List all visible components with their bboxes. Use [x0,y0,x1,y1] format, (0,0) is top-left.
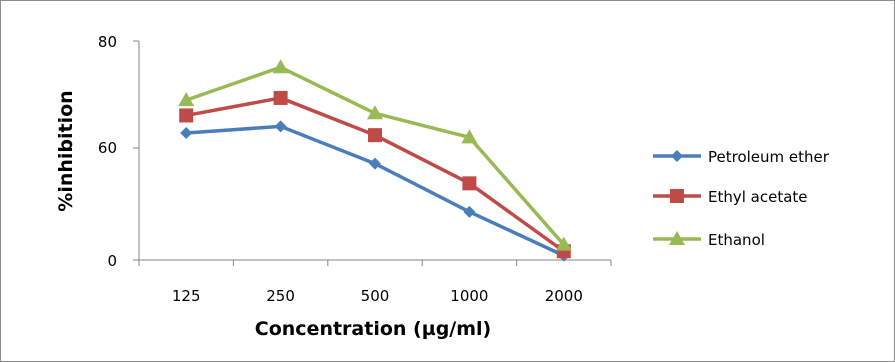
series-line [186,124,565,258]
legend-label: Ethyl acetate [708,188,808,206]
data-point [179,108,194,123]
x-ticks: 125 250 500 1000 2000 [138,260,612,305]
data-point [462,176,477,191]
legend-item: Ethyl acetate [653,188,808,206]
legend-item: Petroleum ether [653,148,830,166]
axes [133,40,611,261]
data-point [555,236,572,251]
legend: Petroleum ether Ethyl acetate Ethanol [653,148,830,249]
y-tick-label: 60 [98,139,117,157]
x-tick-label: 1000 [450,287,488,305]
legend-label: Petroleum ether [708,148,830,166]
data-point [274,120,287,133]
data-point [368,128,382,143]
x-tick-label: 250 [266,287,295,305]
legend-marker [671,150,683,162]
y-tick-label: 80 [98,33,117,51]
y-tick-label: 0 [107,252,117,270]
y-axis-title: %inhibition [55,90,77,211]
series [178,59,572,251]
data-point [463,205,476,218]
legend-marker [669,231,685,245]
legend-marker [670,189,684,203]
x-axis-title: Concentration (µg/ml) [255,318,491,340]
x-tick-label: 500 [361,287,390,305]
data-point [272,59,289,74]
data-point [369,157,381,170]
data-point [180,126,193,139]
data-point [461,129,478,144]
series [179,90,571,259]
data-point [178,92,195,107]
legend-item: Ethanol [653,231,765,249]
series [180,120,570,262]
series-line [185,65,566,246]
y-ticks: 0 60 80 [98,33,117,270]
data-point [273,90,288,105]
legend-label: Ethanol [708,231,765,249]
data-point [367,105,383,120]
x-tick-label: 2000 [545,287,583,305]
x-tick-label: 125 [172,287,201,305]
series-group [178,59,572,262]
